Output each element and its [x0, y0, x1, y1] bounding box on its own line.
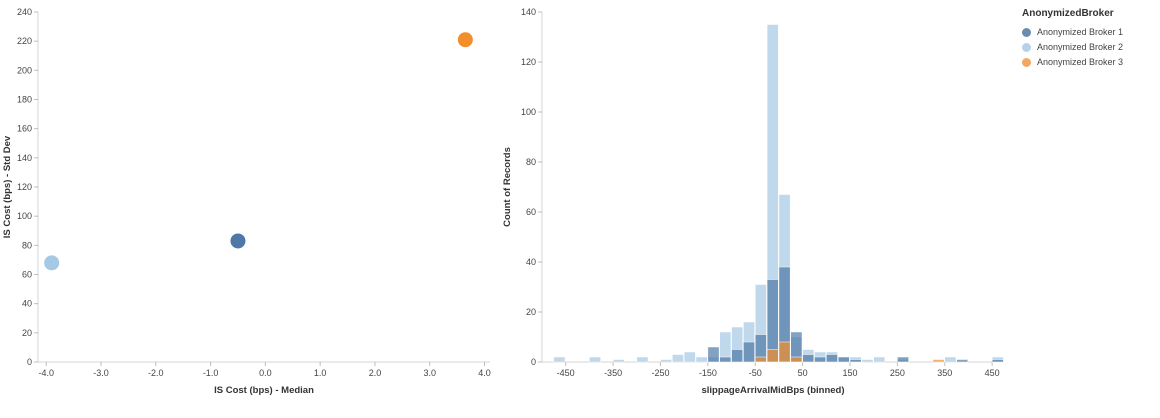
x-tick-label: 3.0	[423, 368, 436, 378]
x-tick-label: 250	[890, 368, 905, 378]
scatter-point[interactable]	[230, 233, 246, 249]
histogram-bar[interactable]	[743, 341, 755, 363]
legend-swatch-icon	[1022, 57, 1031, 67]
y-tick-label: 20	[526, 307, 536, 317]
legend-item-broker-3[interactable]: Anonymized Broker 3	[1022, 57, 1156, 67]
histogram-bar[interactable]	[790, 356, 803, 363]
histogram-bar[interactable]	[589, 356, 601, 363]
x-axis-title: slippageArrivalMidBps (binned)	[701, 385, 844, 396]
x-tick-label: 1.0	[314, 368, 327, 378]
y-tick-label: 120	[521, 57, 536, 67]
histogram-bar[interactable]	[695, 356, 708, 363]
y-tick-label: 120	[17, 182, 32, 192]
y-tick-label: 0	[531, 357, 536, 367]
histogram-bar[interactable]	[707, 346, 720, 363]
scatter-chart: 0 20 40 60 80 100 120 140 160 180 200 220 240 -4.0 -3.…	[0, 0, 500, 418]
histogram-bar[interactable]	[766, 349, 779, 363]
y-axis-title: IS Cost (bps) - Std Dev	[2, 135, 13, 238]
x-tick-label: -3.0	[93, 368, 109, 378]
x-tick-label: -4.0	[38, 368, 54, 378]
y-axis-title: Count of Records	[502, 147, 513, 227]
legend-item-broker-1[interactable]: Anonymized Broker 1	[1022, 27, 1156, 37]
legend-items: Anonymized Broker 1 Anonymized Broker 2 An…	[1022, 27, 1156, 67]
histogram-bar[interactable]	[897, 356, 909, 363]
y-tick-label: 240	[17, 7, 32, 17]
histogram-bar[interactable]	[991, 359, 1004, 363]
histogram-bar[interactable]	[683, 351, 696, 363]
histogram-bar[interactable]	[944, 356, 957, 363]
histogram-bar[interactable]	[826, 354, 838, 363]
x-tick-label: 350	[937, 368, 952, 378]
legend-item-label: Anonymized Broker 3	[1037, 57, 1124, 67]
x-tick-label: -350	[604, 368, 622, 378]
y-tick-label: 220	[17, 36, 32, 46]
y-tick-label: 80	[22, 240, 32, 250]
y-tick-label: 0	[27, 357, 32, 367]
x-tick-label: 450	[985, 368, 1000, 378]
histogram-bar[interactable]	[849, 359, 862, 363]
y-tick-label: 160	[17, 124, 32, 134]
legend-title: AnonymizedBroker	[1022, 8, 1114, 19]
y-tick-label: 40	[526, 257, 536, 267]
histogram-bar[interactable]	[802, 354, 815, 363]
legend-item-broker-2[interactable]: Anonymized Broker 2	[1022, 42, 1156, 52]
histogram-bar[interactable]	[932, 359, 945, 363]
x-tick-label: 150	[842, 368, 857, 378]
y-tick-label: 60	[526, 207, 536, 217]
broker-legend: AnonymizedBroker Anonymized Broker 1 Anon…	[1012, 0, 1160, 418]
histogram-bar[interactable]	[672, 354, 684, 363]
x-axis-title: IS Cost (bps) - Median	[214, 385, 314, 396]
y-tick-label: 100	[17, 211, 32, 221]
y-tick-label: 40	[22, 299, 32, 309]
x-tick-label: -250	[651, 368, 669, 378]
x-tick-label: -150	[699, 368, 717, 378]
x-tick-label: 50	[798, 368, 808, 378]
histogram-bar[interactable]	[873, 356, 886, 363]
histogram-bar[interactable]	[754, 356, 767, 363]
histogram-chart: 0 20 40 60 80 100 120 140 -450 -350 -250 -150 -50 50 1…	[500, 0, 1012, 418]
histogram-bar[interactable]	[636, 356, 649, 363]
y-tick-label: 80	[526, 157, 536, 167]
y-tick-label: 60	[22, 270, 32, 280]
scatter-point[interactable]	[44, 255, 60, 271]
histogram-bar[interactable]	[861, 359, 874, 363]
legend-swatch-icon	[1022, 27, 1031, 37]
histogram-bar[interactable]	[612, 359, 625, 363]
x-tick-label: -1.0	[203, 368, 219, 378]
y-tick-label: 20	[22, 328, 32, 338]
scatter-point[interactable]	[457, 32, 473, 48]
histogram-bar[interactable]	[719, 356, 732, 363]
y-tick-label: 200	[17, 65, 32, 75]
x-tick-label: 2.0	[369, 368, 382, 378]
x-tick-label: -2.0	[148, 368, 164, 378]
x-tick-label: 0.0	[259, 368, 272, 378]
legend-item-label: Anonymized Broker 1	[1037, 27, 1124, 37]
x-tick-label: 4.0	[478, 368, 491, 378]
legend-item-label: Anonymized Broker 2	[1037, 42, 1124, 52]
legend-swatch-icon	[1022, 42, 1031, 52]
y-tick-label: 180	[17, 95, 32, 105]
histogram-bar[interactable]	[660, 359, 672, 363]
histogram-bar[interactable]	[837, 356, 850, 363]
y-tick-label: 140	[17, 153, 32, 163]
histogram-bar[interactable]	[778, 341, 791, 363]
histogram-bar[interactable]	[553, 356, 566, 363]
x-tick-label: -50	[749, 368, 762, 378]
y-tick-label: 100	[521, 107, 536, 117]
y-tick-label: 140	[521, 7, 536, 17]
x-tick-label: -450	[557, 368, 575, 378]
histogram-bar[interactable]	[731, 349, 744, 363]
histogram-bar[interactable]	[814, 356, 826, 363]
histogram-bar[interactable]	[956, 359, 969, 363]
